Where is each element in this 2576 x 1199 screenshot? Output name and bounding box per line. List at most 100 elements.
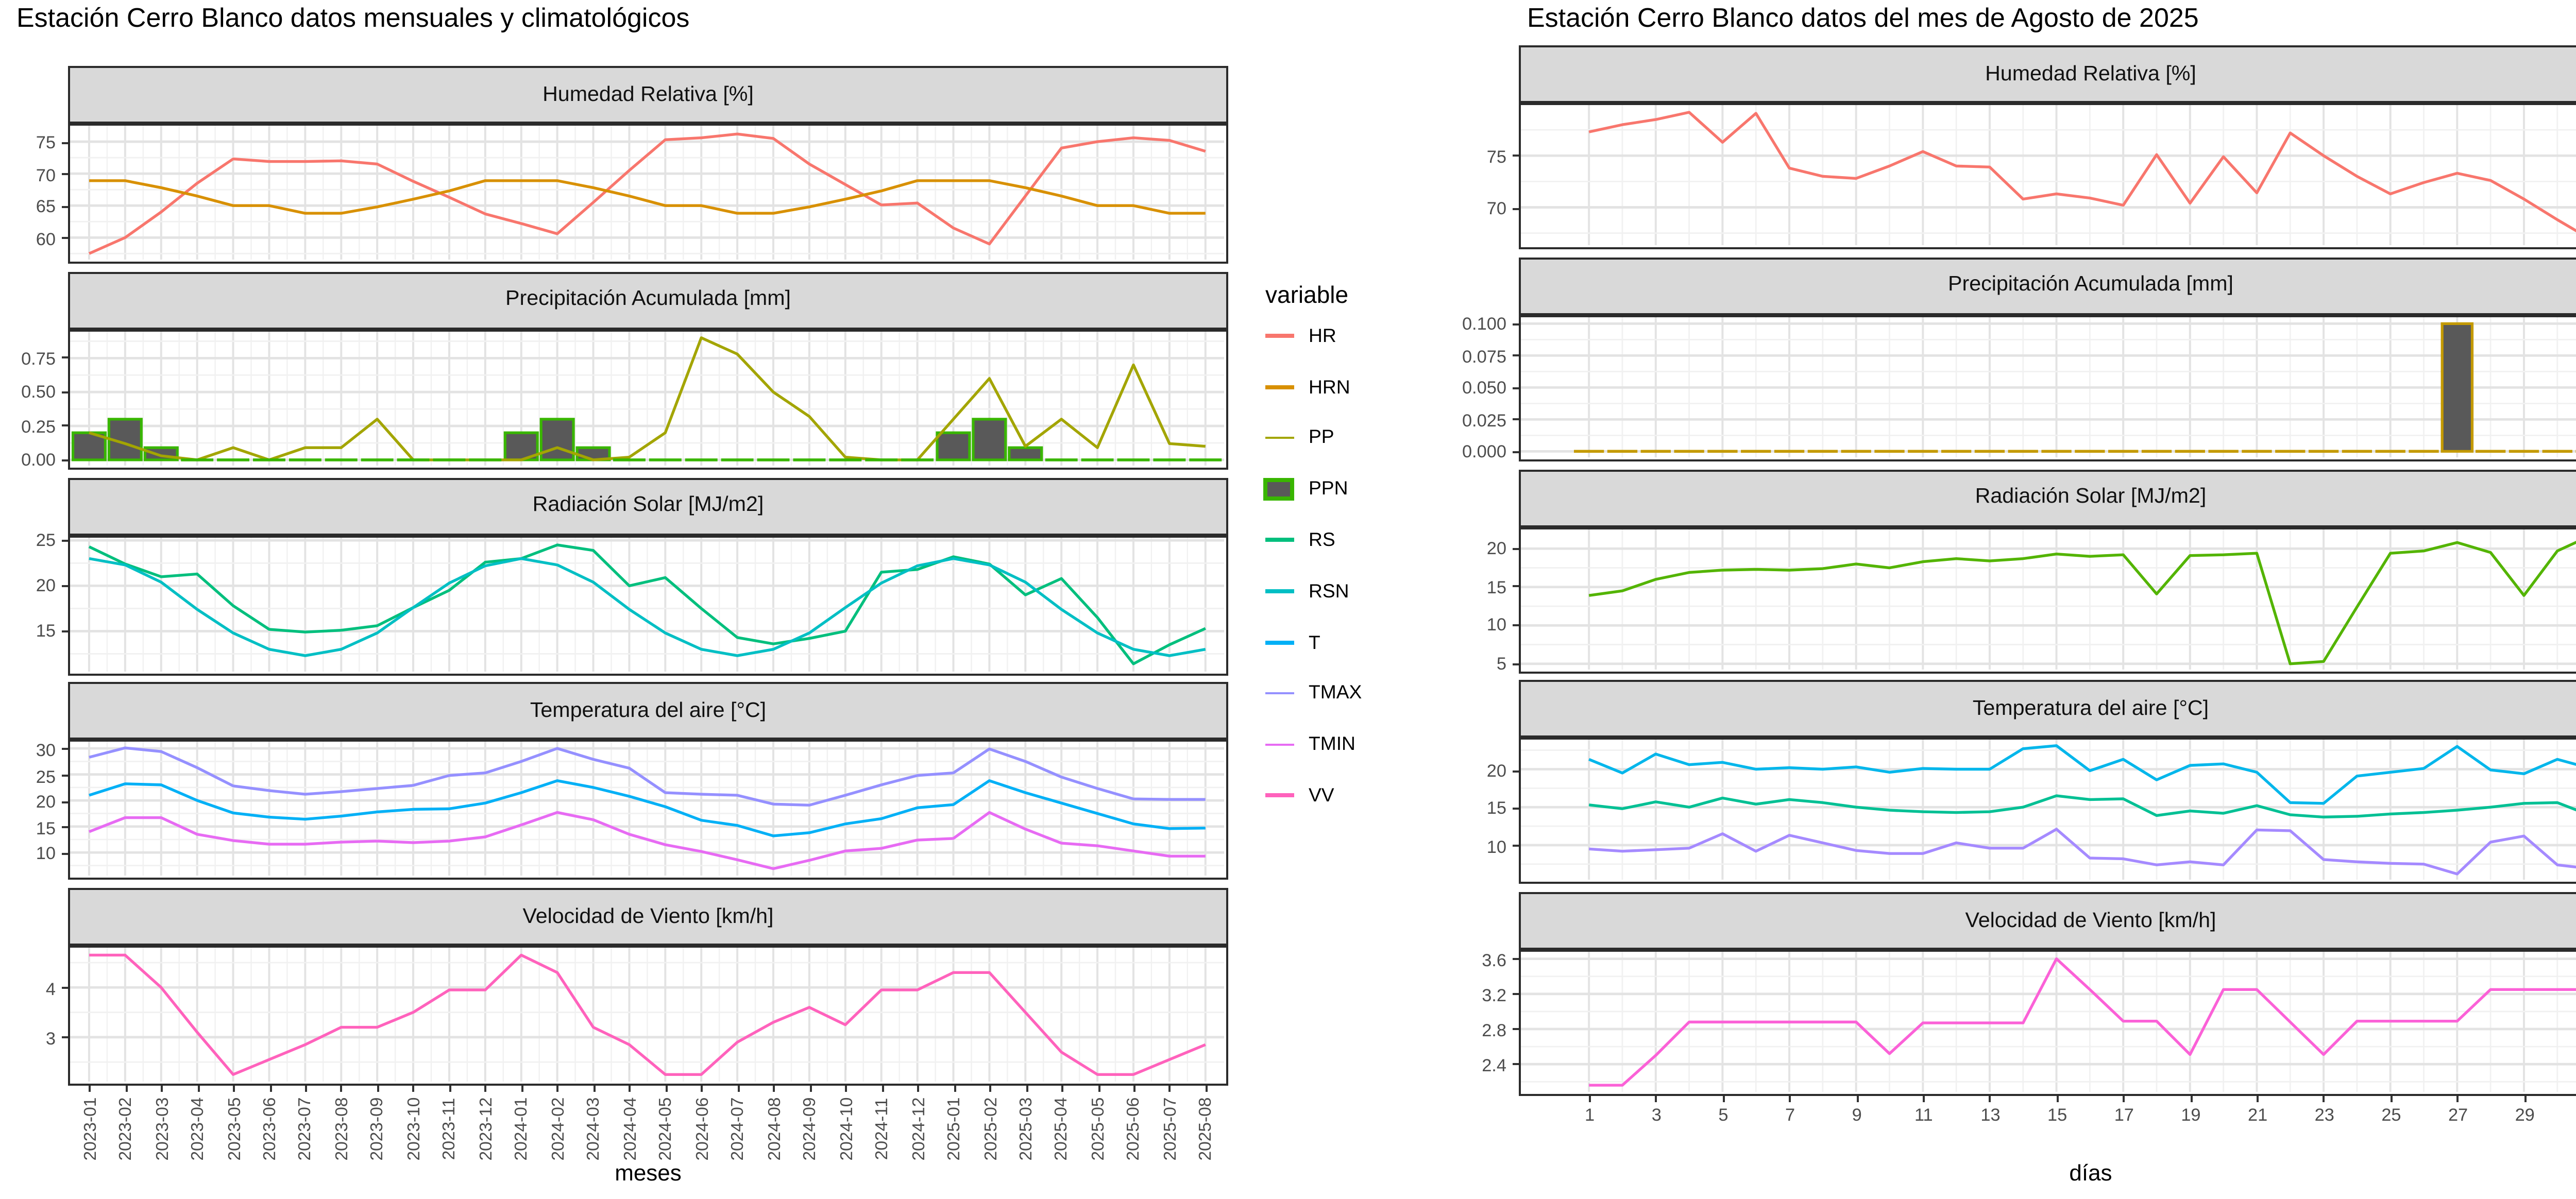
x-tick-label: 2025-06 (1123, 1097, 1144, 1161)
x-tick-mark (2523, 1096, 2526, 1102)
series-RSN-line (89, 556, 1206, 656)
facet-strip-label: Velocidad de Viento [km/h] (522, 905, 774, 928)
y-tick-label: 0.100 (1462, 314, 1506, 334)
y-tick-mark (61, 357, 68, 359)
x-tick-label: 27 (2448, 1104, 2468, 1125)
facet-strip-label: Temperatura del aire [°C] (1972, 698, 2209, 721)
x-tick-mark (269, 1086, 271, 1092)
y-tick-mark (61, 141, 68, 144)
x-tick-mark (917, 1086, 920, 1092)
y-tick-mark (61, 539, 68, 541)
x-tick-label: 17 (2114, 1104, 2134, 1125)
x-tick-label: 2024-08 (762, 1097, 784, 1161)
x-tick-mark (1856, 1096, 1858, 1102)
x-tick-mark (1025, 1086, 1027, 1092)
y-tick-mark (61, 827, 68, 829)
x-tick-mark (2056, 1096, 2058, 1102)
x-tick-mark (845, 1086, 848, 1092)
series-TMAX-line (89, 747, 1206, 807)
series-TMIN-line (89, 811, 1206, 871)
x-tick-label: 2024-11 (871, 1098, 892, 1160)
x-tick-label: 9 (1852, 1104, 1862, 1125)
bar-PP (2441, 321, 2474, 452)
y-tick-label: 4 (45, 978, 56, 999)
legend-key-HR (1265, 334, 1294, 337)
facet-panel (1519, 103, 2576, 249)
y-tick-mark (61, 748, 68, 751)
series-TMAX-line (1588, 745, 2576, 806)
panel-canvas (1521, 528, 2576, 669)
legend-key-VV (1265, 794, 1294, 797)
bar-PPN (539, 417, 575, 461)
x-tick-mark (629, 1086, 631, 1092)
panel-canvas (70, 331, 1225, 466)
series-HR-line (1588, 111, 2576, 233)
y-tick-label: 65 (36, 196, 56, 217)
x-tick-label: 2023-03 (150, 1097, 172, 1161)
series-VV-line (89, 953, 1206, 1076)
facet-panel (1519, 315, 2576, 461)
x-tick-label: 2023-02 (114, 1097, 135, 1161)
y-tick-label: 15 (1486, 798, 1506, 819)
chart-monthly-title: Estación Cerro Blanco datos mensuales y … (16, 2, 690, 33)
x-tick-label: 13 (1980, 1104, 2001, 1125)
legend-label-T: T (1309, 631, 1320, 653)
legend-key-RS (1265, 538, 1294, 542)
facet-strip: Temperatura del aire [°C] (68, 682, 1228, 740)
x-tick-mark (1133, 1086, 1136, 1092)
x-tick-label: 19 (2181, 1104, 2201, 1125)
x-tick-mark (953, 1086, 955, 1092)
x-tick-label: 3 (1651, 1104, 1662, 1125)
x-tick-label: 2025-01 (943, 1097, 964, 1161)
x-tick-label: 2025-04 (1050, 1097, 1072, 1161)
x-tick-mark (593, 1086, 595, 1092)
x-tick-label: 23 (2314, 1104, 2334, 1125)
facet-panel (68, 329, 1228, 469)
x-tick-label: 2024-12 (907, 1097, 928, 1161)
y-tick-label: 3.6 (1482, 949, 1506, 970)
y-tick-label: 20 (1486, 760, 1506, 781)
x-tick-mark (881, 1086, 884, 1092)
y-tick-mark (1512, 1064, 1519, 1066)
facet-strip-label: Humedad Relativa [%] (543, 83, 754, 106)
y-tick-mark (1512, 419, 1519, 421)
y-tick-label: 0.75 (21, 348, 56, 369)
y-tick-mark (1512, 662, 1519, 665)
facet-strip: Velocidad de Viento [km/h] (1519, 892, 2576, 950)
x-tick-label: 2023-04 (187, 1097, 208, 1161)
facet-strip-label: Humedad Relativa [%] (1985, 63, 2196, 85)
y-tick-label: 15 (1486, 576, 1506, 597)
legend-label-HRN: HRN (1309, 376, 1350, 397)
x-tick-mark (485, 1086, 487, 1092)
y-tick-mark (61, 1037, 68, 1039)
y-tick-mark (1512, 845, 1519, 848)
y-tick-mark (1512, 547, 1519, 550)
x-tick-label: 21 (2248, 1104, 2268, 1125)
x-tick-mark (1588, 1096, 1591, 1102)
y-tick-mark (1512, 355, 1519, 357)
legend-key-PPN (1263, 477, 1294, 501)
y-tick-label: 10 (36, 843, 56, 864)
bar-PPN (972, 417, 1007, 461)
y-tick-label: 0.075 (1462, 346, 1506, 366)
x-tick-label: 2023-07 (294, 1097, 315, 1161)
legend-key-HRN (1265, 385, 1294, 389)
x-tick-mark (161, 1086, 163, 1092)
facet-strip-label: Precipitación Acumulada [mm] (505, 289, 791, 312)
x-tick-mark (449, 1086, 451, 1092)
y-tick-label: 25 (36, 765, 56, 786)
x-tick-mark (197, 1086, 199, 1092)
series-HRN-line (89, 179, 1206, 215)
y-tick-label: 70 (1486, 198, 1506, 219)
x-tick-mark (1655, 1096, 1657, 1102)
x-tick-label: 2024-07 (726, 1097, 748, 1161)
x-tick-label: 5 (1718, 1104, 1728, 1125)
y-tick-label: 60 (36, 228, 56, 249)
series-T-line (1588, 795, 2576, 819)
y-tick-label: 15 (36, 621, 56, 642)
series-T-line (89, 780, 1206, 838)
legend-label-PP: PP (1309, 427, 1334, 448)
x-tick-mark (2190, 1096, 2192, 1102)
legend-label-TMIN: TMIN (1309, 733, 1355, 755)
